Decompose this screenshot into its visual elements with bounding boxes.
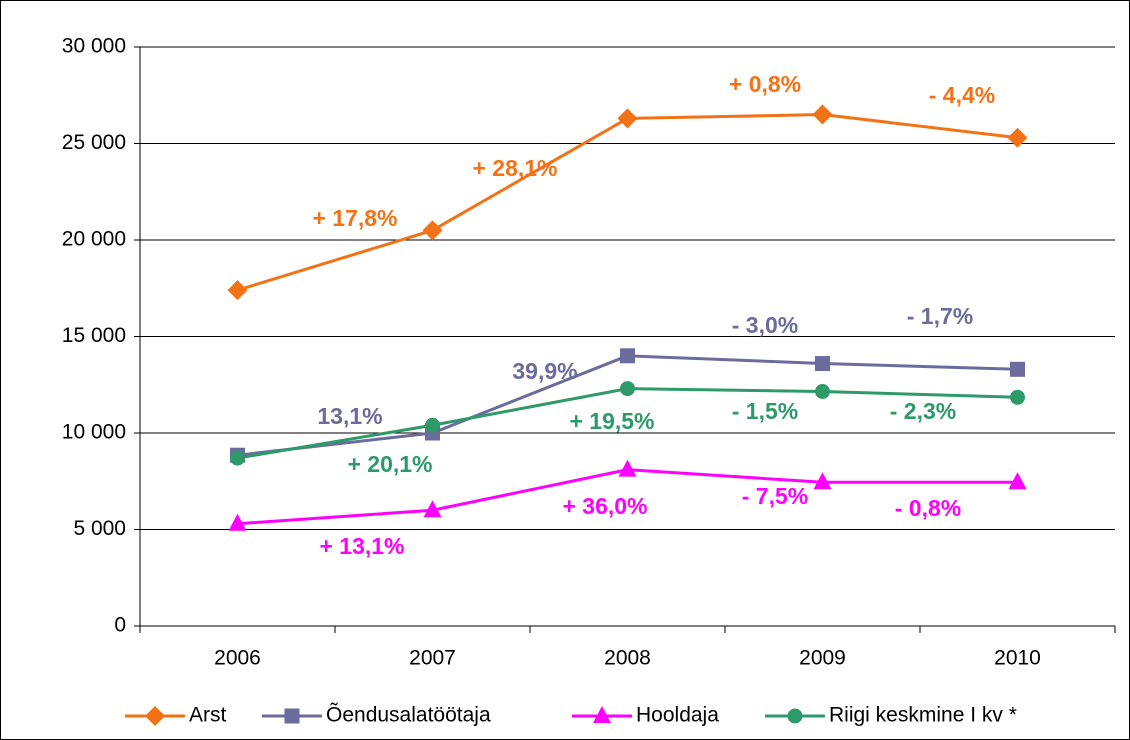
y-tick-label: 25 000 [62, 131, 126, 154]
y-tick-label: 15 000 [62, 324, 126, 347]
point [1007, 127, 1028, 148]
legend-marker [284, 708, 300, 724]
point [620, 381, 635, 397]
annotation: - 7,5% [742, 483, 808, 509]
x-tick-label: 2006 [214, 647, 261, 670]
y-tick-label: 30 000 [62, 35, 126, 58]
point [227, 280, 248, 301]
annotation: - 2,3% [890, 398, 956, 424]
y-tick-label: 20 000 [62, 228, 126, 251]
annotation: + 19,5% [569, 408, 654, 434]
annotation: - 3,0% [732, 312, 798, 338]
legend-label: Hooldaja [636, 704, 719, 727]
legend-marker [145, 706, 165, 726]
annotation: - 4,4% [929, 82, 995, 108]
annotation: + 0,8% [729, 71, 801, 97]
point [1008, 472, 1027, 490]
y-tick-label: 10 000 [62, 421, 126, 444]
annotation: + 20,1% [347, 451, 432, 477]
point [423, 500, 442, 518]
point [228, 513, 247, 531]
x-tick-label: 2010 [994, 647, 1041, 670]
point [425, 417, 440, 433]
point [617, 108, 638, 129]
point [812, 104, 833, 125]
annotation: - 1,7% [907, 303, 973, 329]
point [230, 450, 245, 466]
annotation: 39,9% [512, 358, 577, 384]
annotation: - 0,8% [895, 495, 961, 521]
x-tick-label: 2008 [604, 647, 651, 670]
legend-marker [593, 706, 611, 723]
legend-label: Õendusalatöötaja [326, 703, 491, 727]
point [815, 356, 830, 372]
point [1010, 389, 1025, 405]
annotation: - 1,5% [732, 398, 798, 424]
y-tick-label: 5 000 [73, 517, 126, 540]
point [618, 459, 637, 477]
annotation: + 28,1% [472, 155, 557, 181]
annotation: + 17,8% [312, 205, 397, 231]
y-tick-label: 0 [114, 614, 126, 637]
point [620, 348, 635, 364]
x-tick-label: 2007 [409, 647, 456, 670]
legend-label: Arst [189, 704, 227, 727]
legend-marker [787, 708, 803, 724]
point [815, 384, 830, 400]
x-tick-label: 2009 [799, 647, 846, 670]
legend-label: Riigi keskmine I kv * [829, 704, 1017, 727]
annotation: + 13,1% [319, 533, 404, 559]
point [1010, 361, 1025, 377]
point [813, 472, 832, 490]
annotation: 13,1% [317, 403, 382, 429]
point [422, 220, 443, 241]
annotation: + 36,0% [562, 493, 647, 519]
